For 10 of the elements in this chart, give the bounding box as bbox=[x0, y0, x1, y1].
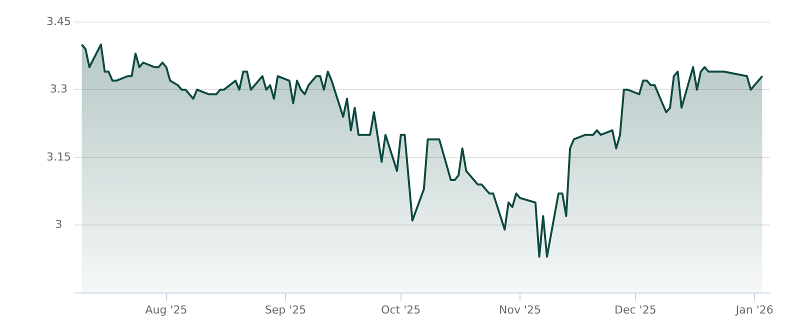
x-tick-label: Jan '26 bbox=[734, 303, 774, 316]
x-tick-label: Oct '25 bbox=[381, 303, 421, 316]
x-tick-label: Dec '25 bbox=[614, 303, 656, 316]
x-tick-label: Nov '25 bbox=[499, 303, 542, 316]
x-tick-label: Sep '25 bbox=[264, 303, 306, 316]
y-tick-label: 3.3 bbox=[50, 82, 68, 96]
x-tick-label: Aug '25 bbox=[145, 303, 188, 316]
y-tick-label: 3.45 bbox=[46, 14, 72, 28]
y-tick-label: 3.15 bbox=[46, 150, 72, 164]
y-tick-label: 3 bbox=[55, 218, 62, 231]
